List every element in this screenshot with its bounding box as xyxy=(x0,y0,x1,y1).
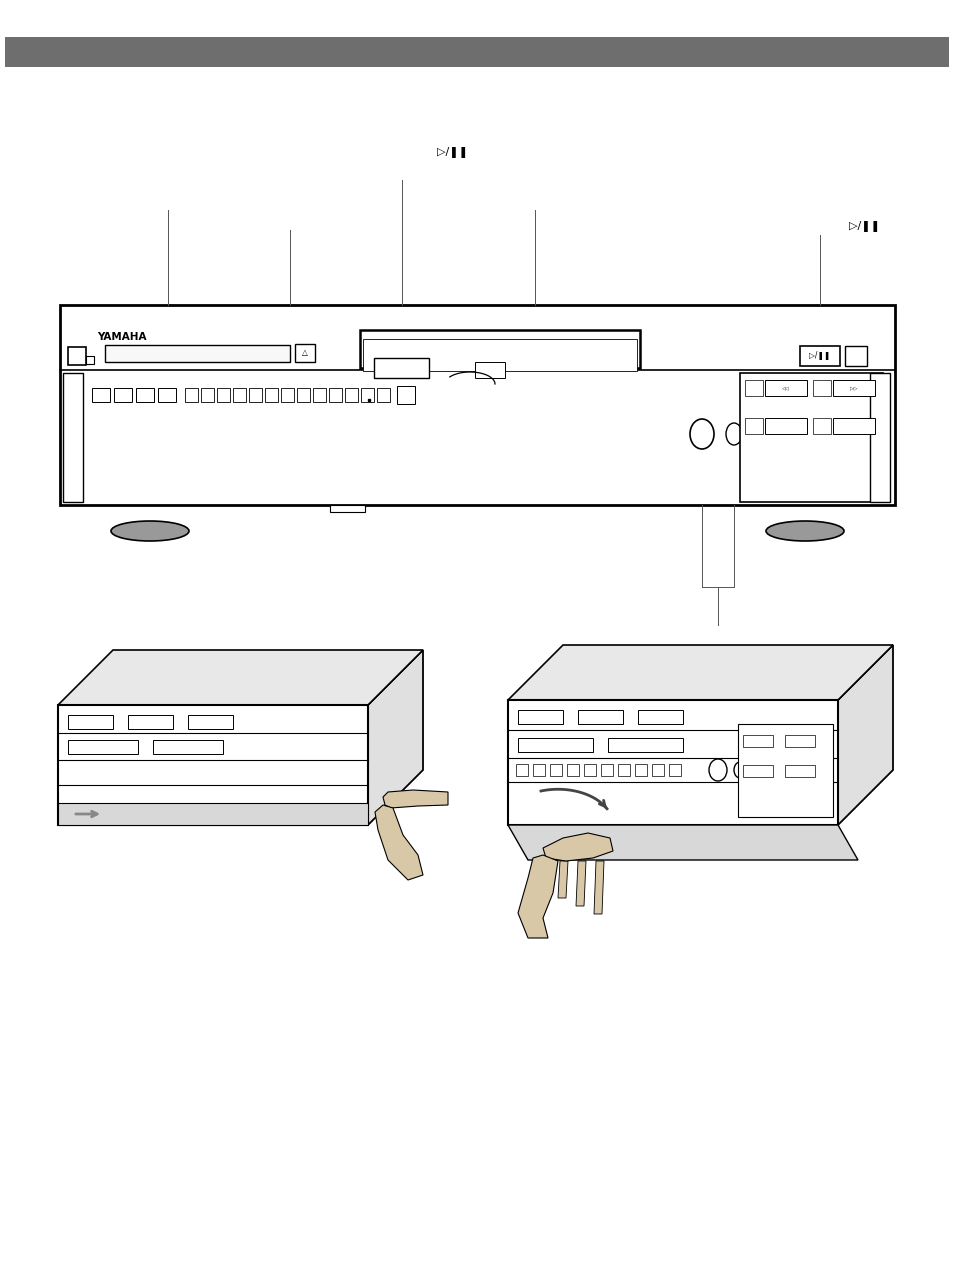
Text: ◁◁: ◁◁ xyxy=(781,385,789,391)
Bar xyxy=(517,738,593,752)
Bar xyxy=(583,764,596,776)
Bar xyxy=(374,357,429,378)
Bar xyxy=(58,803,368,826)
Polygon shape xyxy=(517,855,558,937)
Bar xyxy=(201,388,213,402)
Text: ▷/❚❚: ▷/❚❚ xyxy=(437,146,468,158)
Ellipse shape xyxy=(111,522,189,541)
Text: △: △ xyxy=(302,349,308,357)
Polygon shape xyxy=(507,826,857,860)
Bar xyxy=(216,388,230,402)
Ellipse shape xyxy=(733,762,745,778)
Bar xyxy=(638,710,682,724)
Ellipse shape xyxy=(725,424,741,445)
Bar xyxy=(744,380,762,396)
Ellipse shape xyxy=(765,522,843,541)
Bar xyxy=(832,380,874,396)
Bar xyxy=(313,388,326,402)
Ellipse shape xyxy=(689,418,713,449)
Bar xyxy=(396,385,415,404)
Polygon shape xyxy=(368,650,422,826)
Bar xyxy=(86,356,94,364)
Ellipse shape xyxy=(708,759,726,781)
Polygon shape xyxy=(594,861,603,915)
Polygon shape xyxy=(58,705,368,826)
Bar xyxy=(249,388,262,402)
Bar xyxy=(651,764,663,776)
Bar xyxy=(812,418,830,434)
Bar xyxy=(359,329,639,368)
Polygon shape xyxy=(507,645,892,700)
Bar xyxy=(784,735,814,747)
Polygon shape xyxy=(576,861,585,906)
Bar xyxy=(68,347,86,365)
Bar xyxy=(363,340,637,371)
Bar xyxy=(188,715,233,729)
Bar xyxy=(136,388,153,402)
Bar xyxy=(618,764,629,776)
Bar xyxy=(517,710,562,724)
Bar xyxy=(5,37,948,67)
Bar xyxy=(60,305,894,505)
Bar xyxy=(800,346,840,366)
Bar xyxy=(784,764,814,777)
Bar xyxy=(742,764,772,777)
Bar xyxy=(516,764,527,776)
Bar xyxy=(764,418,806,434)
Bar xyxy=(607,738,682,752)
Bar xyxy=(668,764,680,776)
Bar xyxy=(533,764,544,776)
Polygon shape xyxy=(558,861,567,898)
Bar xyxy=(550,764,561,776)
Polygon shape xyxy=(375,805,422,880)
Bar xyxy=(764,380,806,396)
Polygon shape xyxy=(837,645,892,826)
Text: ▷/❚❚: ▷/❚❚ xyxy=(808,351,830,360)
Bar xyxy=(832,418,874,434)
Bar xyxy=(742,735,772,747)
Polygon shape xyxy=(382,790,448,808)
Bar xyxy=(566,764,578,776)
Bar xyxy=(812,380,830,396)
Bar xyxy=(740,373,882,502)
Bar xyxy=(128,715,172,729)
Bar xyxy=(294,343,314,363)
Polygon shape xyxy=(542,833,613,861)
Bar xyxy=(233,388,246,402)
Polygon shape xyxy=(58,650,422,705)
Bar xyxy=(844,346,866,366)
Text: ▷/❚❚: ▷/❚❚ xyxy=(848,221,880,233)
Bar xyxy=(281,388,294,402)
Bar xyxy=(91,388,110,402)
Bar xyxy=(869,373,889,502)
Text: YAMAHA: YAMAHA xyxy=(97,332,147,342)
Bar xyxy=(376,388,390,402)
Bar xyxy=(63,373,83,502)
Bar xyxy=(744,418,762,434)
Bar xyxy=(360,388,374,402)
Bar xyxy=(345,388,357,402)
Text: ▷▷: ▷▷ xyxy=(849,385,857,391)
Bar xyxy=(475,363,504,378)
Polygon shape xyxy=(507,700,837,826)
Bar xyxy=(152,740,223,754)
Bar xyxy=(296,388,310,402)
Bar xyxy=(185,388,198,402)
Bar xyxy=(113,388,132,402)
Bar xyxy=(105,345,290,363)
Bar xyxy=(329,388,341,402)
Bar xyxy=(68,740,138,754)
Bar xyxy=(158,388,175,402)
Bar xyxy=(68,715,112,729)
Bar xyxy=(738,724,832,817)
Bar xyxy=(265,388,277,402)
Bar xyxy=(600,764,613,776)
Bar xyxy=(635,764,646,776)
Bar xyxy=(330,505,365,513)
Bar xyxy=(578,710,622,724)
